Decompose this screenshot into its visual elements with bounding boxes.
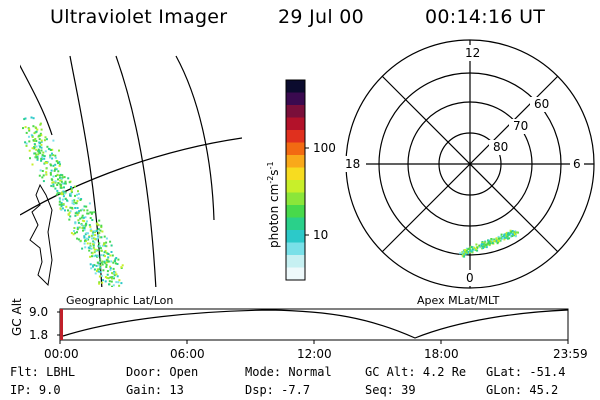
colorbar-segment xyxy=(286,242,305,256)
time-label: 00:14:16 UT xyxy=(425,6,546,28)
time-tick-1200: 12:00 xyxy=(297,347,332,361)
geographic-panel-label: Geographic Lat/Lon xyxy=(66,294,174,307)
apex-panel-label: Apex MLat/MLT xyxy=(417,294,500,307)
colorbar-segment xyxy=(286,255,305,268)
time-tick-0000: 00:00 xyxy=(44,347,79,361)
colorbar-tick-10: 10 xyxy=(313,228,329,242)
time-tick-0600: 06:00 xyxy=(170,347,205,361)
time-tick-2359: 23:59 xyxy=(553,347,588,361)
colorbar-segment xyxy=(286,205,305,218)
info-door: Door: Open xyxy=(126,365,199,379)
colorbar-tick-100: 100 xyxy=(313,141,336,155)
info-glon: GLon: 45.2 xyxy=(486,383,559,397)
colorbar-segment xyxy=(286,80,305,93)
date-label: 29 Jul 00 xyxy=(278,6,365,28)
alt-tick-bottom: 1.8 xyxy=(29,328,49,342)
aurora-emission-geographic xyxy=(22,116,124,287)
info-glat: GLat: -51.4 xyxy=(486,365,566,379)
altitude-curve xyxy=(62,309,569,339)
coastline xyxy=(29,183,53,287)
colorbar-segment xyxy=(286,217,305,231)
meridian-line xyxy=(175,55,215,221)
colorbar-segment xyxy=(286,142,305,156)
time-tick-1800: 18:00 xyxy=(424,347,459,361)
colorbar-segment xyxy=(286,167,305,181)
mlt-line-diagonal xyxy=(381,75,559,253)
instrument-title: Ultraviolet Imager xyxy=(50,6,228,28)
meridian-line xyxy=(115,55,157,287)
colorbar-segment xyxy=(286,267,305,281)
lat-label-80: 80 xyxy=(493,140,509,154)
aurora-emission-polar xyxy=(459,229,519,258)
mlt-label-0: 0 xyxy=(466,271,474,285)
current-time-marker xyxy=(60,309,63,340)
meridian-line xyxy=(20,64,53,136)
meridian-line xyxy=(69,55,103,287)
colorbar-segment xyxy=(286,180,305,193)
colorbar-segment xyxy=(286,92,305,106)
info-gain: Gain: 13 xyxy=(126,383,184,397)
colorbar-segment xyxy=(286,155,305,168)
alt-tick-top: 9.0 xyxy=(29,305,49,319)
mlt-label-12: 12 xyxy=(465,46,481,60)
info-seq: Seq: 39 xyxy=(365,383,416,397)
gc-alt-axis-label: GC Alt xyxy=(10,298,24,336)
colorbar-segment xyxy=(286,230,305,243)
lat-label-60: 60 xyxy=(534,97,550,111)
mlt-label-18: 18 xyxy=(345,157,361,171)
colorbar-segment xyxy=(286,105,305,118)
colorbar-segment xyxy=(286,130,305,143)
info-mode: Mode: Normal xyxy=(245,365,332,379)
colorbar-segment xyxy=(286,117,305,131)
info-ip: IP: 9.0 xyxy=(10,383,61,397)
info-dsp: Dsp: -7.7 xyxy=(245,383,311,397)
colorbar-segment xyxy=(286,192,305,206)
info-filter: Flt: LBHL xyxy=(10,365,76,379)
mlt-label-6: 6 xyxy=(573,157,581,171)
latitude-line xyxy=(20,137,242,216)
lat-label-70: 70 xyxy=(513,119,529,133)
info-gc-alt: GC Alt: 4.2 Re xyxy=(365,365,467,379)
